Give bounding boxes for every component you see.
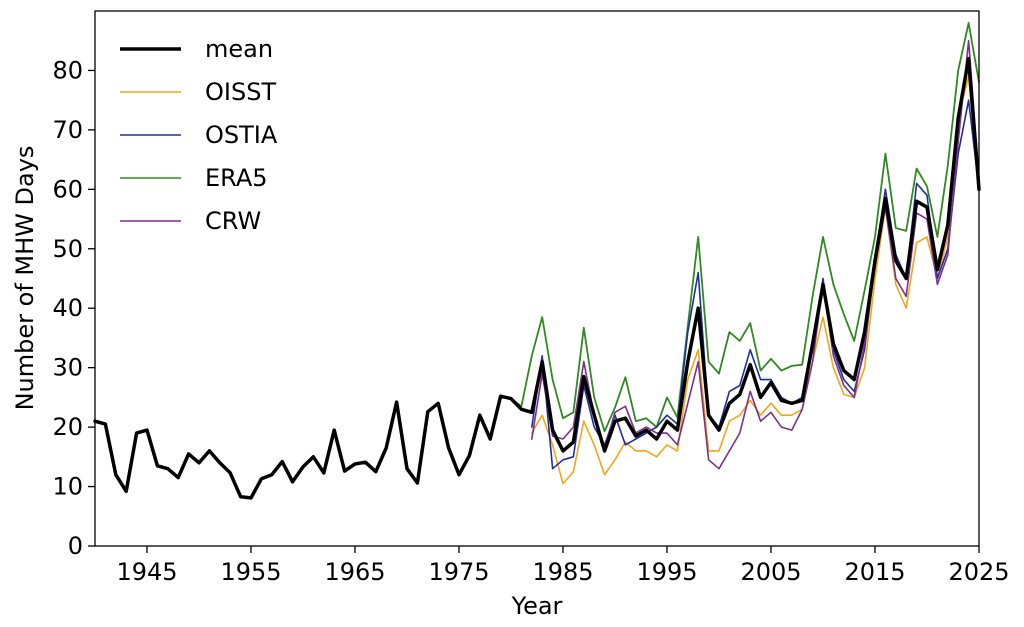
x-tick-label: 1985 bbox=[532, 558, 593, 586]
series-line-mean bbox=[93, 56, 981, 500]
y-tick-label: 50 bbox=[52, 235, 83, 263]
legend-label-oisst: OISST bbox=[205, 78, 276, 106]
y-tick-label: 60 bbox=[52, 175, 83, 203]
legend-label-crw: CRW bbox=[205, 207, 261, 235]
legend-label-mean: mean bbox=[205, 35, 273, 63]
legend-label-ostia: OSTIA bbox=[205, 121, 278, 149]
x-tick-label: 1955 bbox=[220, 558, 281, 586]
y-tick-label: 80 bbox=[52, 56, 83, 84]
series-line-crw bbox=[530, 39, 980, 470]
y-tick-label: 70 bbox=[52, 116, 83, 144]
y-axis: 0 10 20 30 40 50 60 70 80 bbox=[52, 56, 95, 560]
y-tick-label: 40 bbox=[52, 294, 83, 322]
x-tick-label: 2025 bbox=[948, 558, 1009, 586]
y-axis-title: Number of MHW Days bbox=[11, 146, 39, 411]
x-axis: 1945 1955 1965 1975 1985 1995 2005 2015 2025 bbox=[116, 546, 1010, 586]
plot-frame bbox=[94, 10, 980, 547]
x-tick-label: 1945 bbox=[116, 558, 177, 586]
y-tick-label: 0 bbox=[68, 532, 83, 560]
y-tick-label: 30 bbox=[52, 354, 83, 382]
x-tick-label: 1975 bbox=[428, 558, 489, 586]
x-axis-title: Year bbox=[511, 592, 563, 620]
y-tick-label: 10 bbox=[52, 473, 83, 501]
y-tick-label: 20 bbox=[52, 413, 83, 441]
x-tick-label: 2005 bbox=[740, 558, 801, 586]
series-layer bbox=[93, 21, 981, 500]
x-tick-label: 2015 bbox=[844, 558, 905, 586]
series-line-oisst bbox=[530, 75, 980, 485]
legend: mean OISST OSTIA ERA5 CRW bbox=[120, 35, 278, 235]
x-tick-label: 1965 bbox=[324, 558, 385, 586]
x-tick-label: 1995 bbox=[636, 558, 697, 586]
legend-label-era5: ERA5 bbox=[205, 164, 268, 192]
